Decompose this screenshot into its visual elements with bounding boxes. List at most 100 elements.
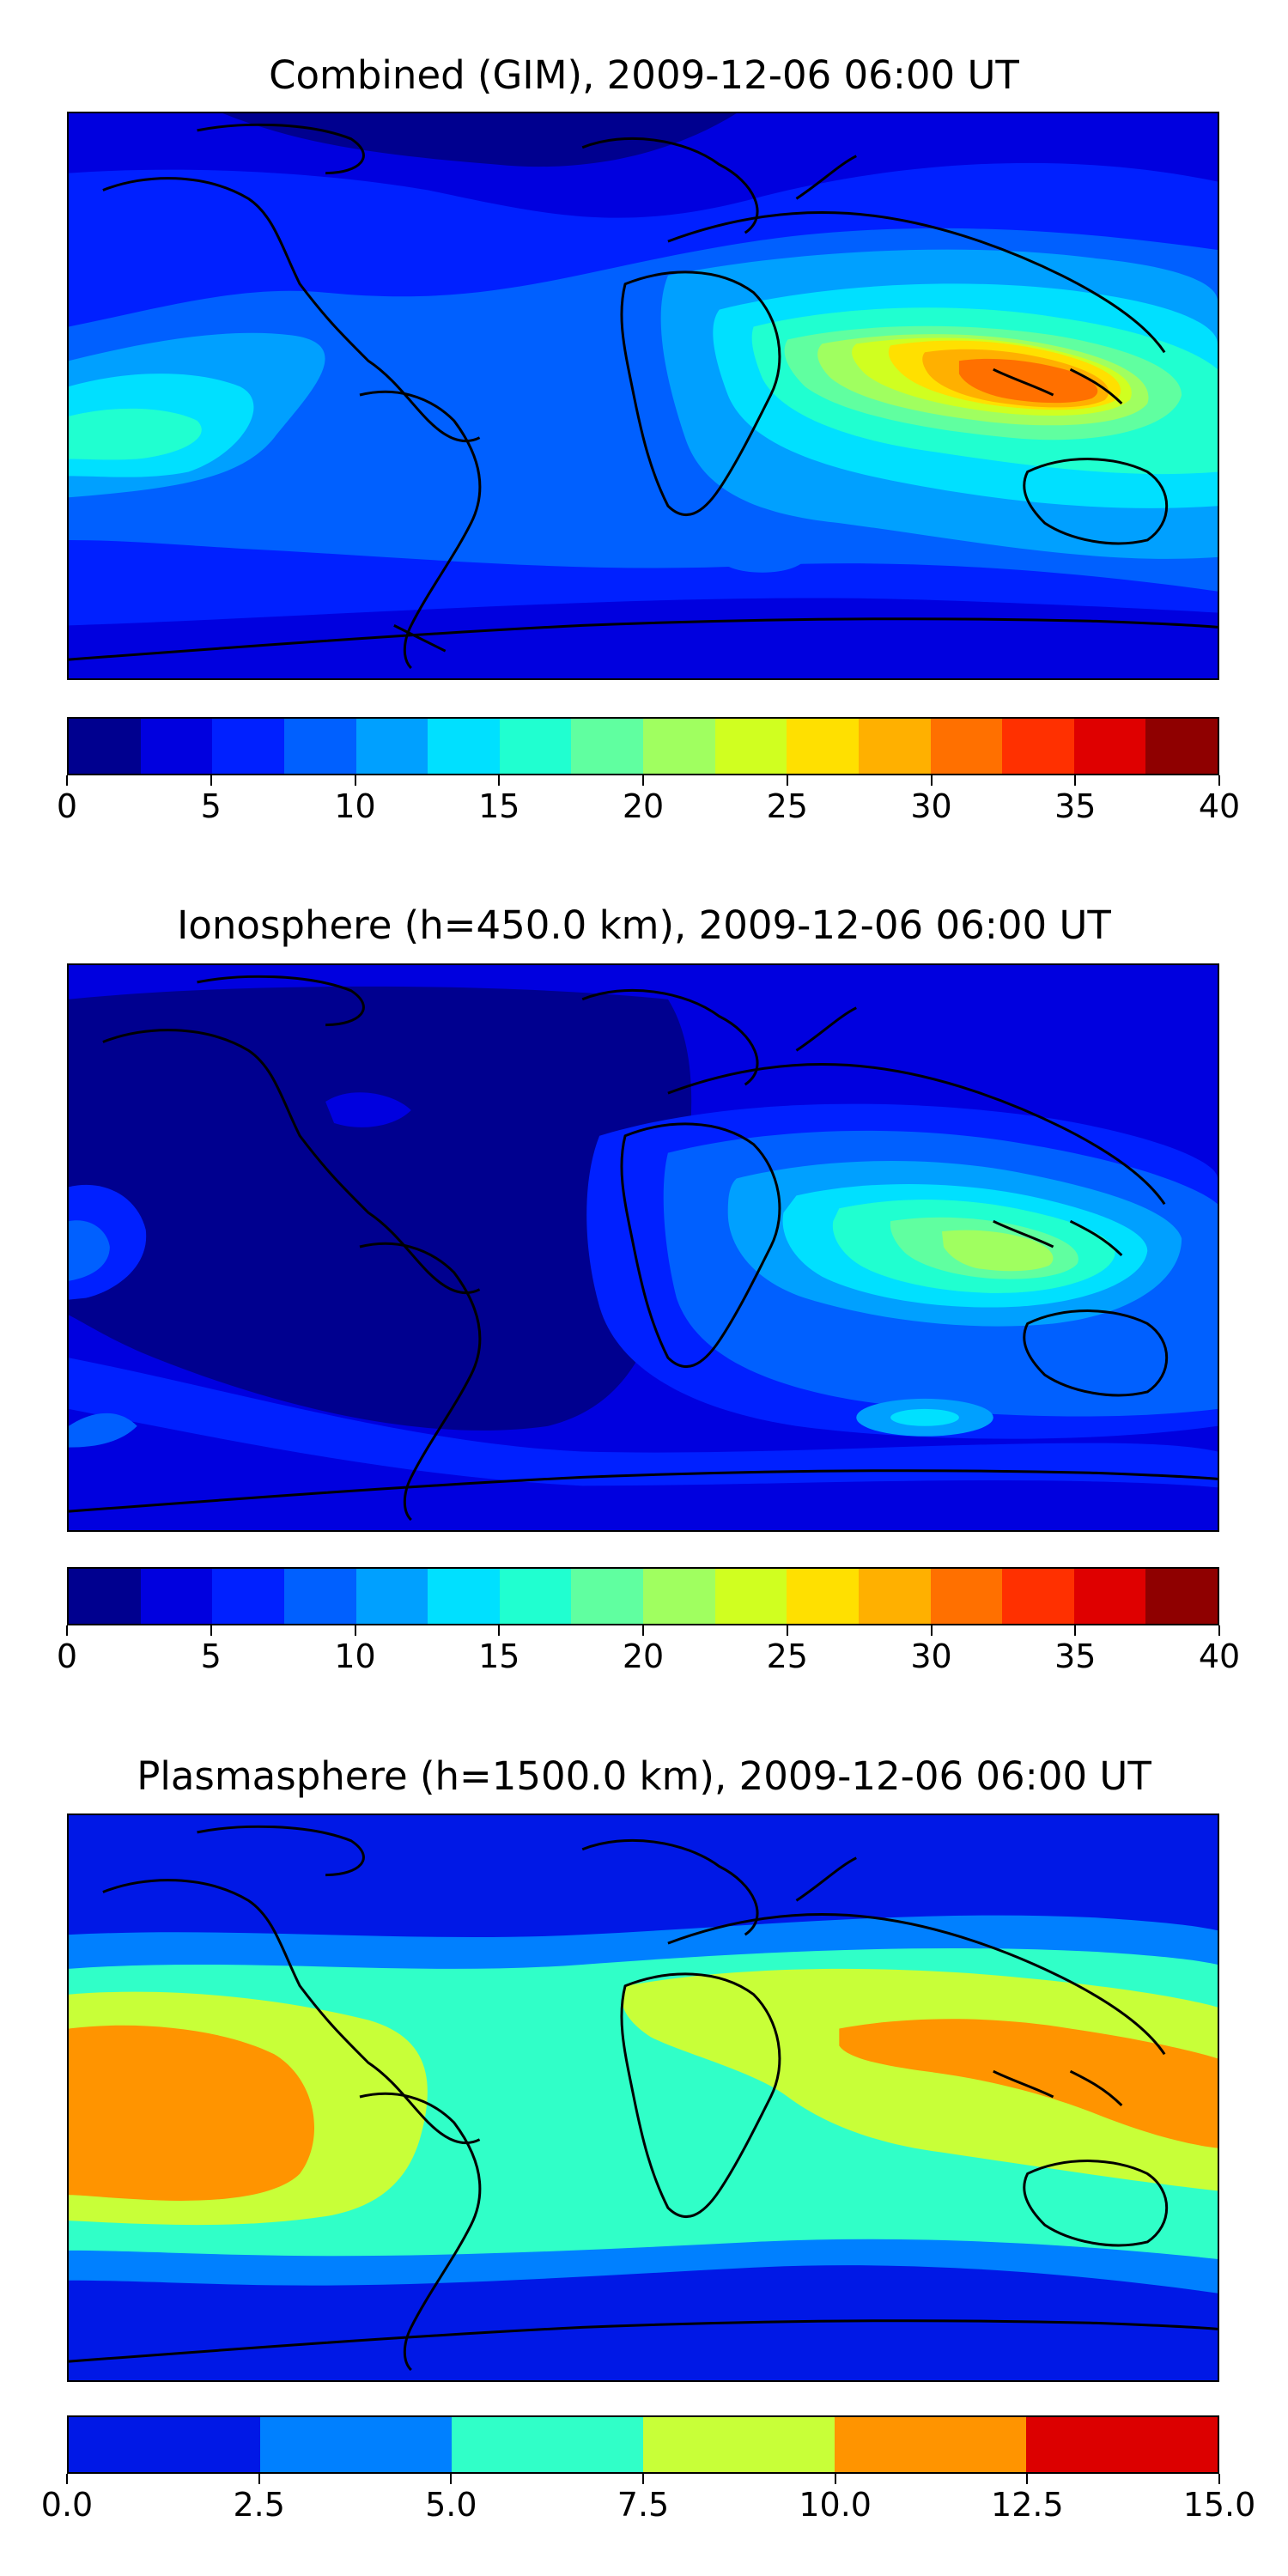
colorbar-segment (283, 719, 356, 774)
colorbar-segment (452, 2417, 643, 2472)
colorbar-tick-label: 35 (1054, 787, 1097, 825)
panel-2-colorbar-ticks: 0 5 10 15 20 25 30 35 40 (57, 1625, 1240, 1677)
colorbar-tick (642, 775, 644, 786)
colorbar-tick-label: 0.0 (40, 2486, 94, 2524)
colorbar-tick-label: 40 (1198, 787, 1241, 825)
colorbar-tick-label: 10.0 (799, 2486, 872, 2524)
colorbar-tick-label: 15.0 (1182, 2486, 1256, 2524)
colorbar-segment (571, 1569, 643, 1624)
colorbar-tick-label: 2.5 (233, 2486, 285, 2524)
colorbar-tick-label: 30 (910, 787, 952, 825)
colorbar-tick (450, 2474, 453, 2484)
colorbar-segment (714, 719, 787, 774)
colorbar-tick (498, 775, 501, 786)
colorbar-tick-label: 0 (56, 1637, 78, 1675)
colorbar-tick (210, 1625, 212, 1636)
colorbar-tick-label: 5.0 (425, 2486, 477, 2524)
colorbar-segment (260, 2417, 452, 2472)
colorbar-tick-label: 5 (200, 787, 222, 825)
colorbar-segment (714, 1569, 787, 1624)
panel-1-map (67, 112, 1219, 680)
colorbar-segment (283, 1569, 356, 1624)
colorbar-tick (354, 1625, 356, 1636)
colorbar-tick (66, 1625, 68, 1636)
colorbar-tick-label: 35 (1054, 1637, 1097, 1675)
colorbar-segment (69, 719, 141, 774)
colorbar-segment (428, 719, 500, 774)
colorbar-tick (498, 1625, 501, 1636)
colorbar-segment (643, 2417, 835, 2472)
colorbar-segment (499, 719, 572, 774)
colorbar-tick (1218, 775, 1220, 786)
colorbar-tick-label: 25 (766, 1637, 808, 1675)
colorbar-segment (571, 719, 643, 774)
colorbar-segment (1145, 719, 1218, 774)
colorbar-tick-label: 25 (766, 787, 808, 825)
colorbar-segment (1073, 1569, 1146, 1624)
colorbar-tick-label: 40 (1198, 1637, 1241, 1675)
colorbar-tick (642, 1625, 644, 1636)
colorbar-segment (1145, 1569, 1218, 1624)
colorbar-tick (258, 2474, 260, 2484)
colorbar-segment (787, 719, 859, 774)
colorbar-segment (858, 719, 931, 774)
colorbar-segment (355, 719, 428, 774)
colorbar-segment (930, 719, 1003, 774)
panel-1-colorbar-ticks: 0 5 10 15 20 25 30 35 40 (57, 775, 1240, 827)
colorbar-segment (835, 2417, 1026, 2472)
colorbar-tick (354, 775, 356, 786)
panel-1-title: Combined (GIM), 2009-12-06 06:00 UT (269, 52, 1019, 98)
colorbar-tick (1218, 2474, 1220, 2484)
colorbar-tick (210, 775, 212, 786)
colorbar-tick (834, 2474, 836, 2484)
panel-3-title: Plasmasphere (h=1500.0 km), 2009-12-06 0… (137, 1753, 1151, 1799)
colorbar-segment (212, 1569, 284, 1624)
colorbar-segment (643, 719, 715, 774)
colorbar-segment (140, 1569, 213, 1624)
colorbar-tick-label: 20 (622, 1637, 665, 1675)
colorbar-segment (140, 719, 213, 774)
colorbar-tick (786, 1625, 788, 1636)
colorbar-tick (1074, 1625, 1077, 1636)
colorbar-tick-label: 12.5 (991, 2486, 1064, 2524)
panel-2-map (67, 963, 1219, 1532)
colorbar-tick-label: 20 (622, 787, 665, 825)
panel-3-map (67, 1814, 1219, 2382)
colorbar-segment (499, 1569, 572, 1624)
panel-2-title: Ionosphere (h=450.0 km), 2009-12-06 06:0… (177, 902, 1111, 948)
colorbar-tick (642, 2474, 644, 2484)
colorbar-tick (66, 775, 68, 786)
colorbar-tick (930, 775, 933, 786)
colorbar-tick-label: 7.5 (617, 2486, 670, 2524)
panel-1-colorbar (67, 717, 1219, 775)
colorbar-tick-label: 15 (478, 1637, 520, 1675)
colorbar-segment (930, 1569, 1003, 1624)
colorbar-segment (69, 1569, 141, 1624)
colorbar-tick-label: 15 (478, 787, 520, 825)
colorbar-segment (1002, 1569, 1074, 1624)
colorbar-tick (1218, 1625, 1220, 1636)
panel-3-colorbar-ticks: 0.0 2.5 5.0 7.5 10.0 12.5 15.0 (41, 2474, 1255, 2525)
colorbar-tick-label: 10 (334, 787, 376, 825)
colorbar-segment (355, 1569, 428, 1624)
colorbar-tick (66, 2474, 68, 2484)
colorbar-segment (643, 1569, 715, 1624)
colorbar-tick-label: 0 (56, 787, 78, 825)
colorbar-segment (428, 1569, 500, 1624)
colorbar-tick (1074, 775, 1077, 786)
colorbar-segment (1002, 719, 1074, 774)
colorbar-segment (1026, 2417, 1218, 2472)
colorbar-tick (786, 775, 788, 786)
colorbar-tick (930, 1625, 933, 1636)
colorbar-segment (858, 1569, 931, 1624)
colorbar-segment (787, 1569, 859, 1624)
colorbar-tick-label: 5 (200, 1637, 222, 1675)
colorbar-tick (1026, 2474, 1029, 2484)
colorbar-segment (1073, 719, 1146, 774)
colorbar-tick-label: 30 (910, 1637, 952, 1675)
colorbar-segment (212, 719, 284, 774)
colorbar-tick-label: 10 (334, 1637, 376, 1675)
colorbar-segment (69, 2417, 260, 2472)
panel-3-colorbar (67, 2415, 1219, 2474)
panel-2-colorbar (67, 1567, 1219, 1625)
